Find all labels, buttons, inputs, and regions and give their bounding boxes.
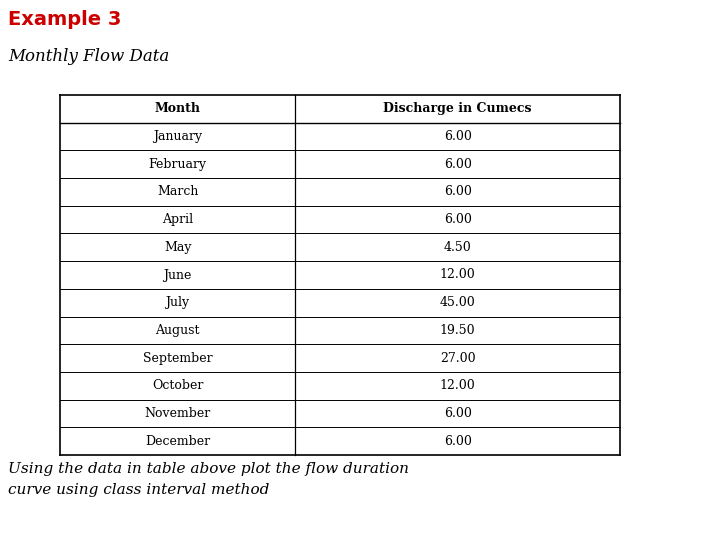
Text: December: December <box>145 435 210 448</box>
Text: 45.00: 45.00 <box>440 296 475 309</box>
Text: September: September <box>143 352 212 365</box>
Text: February: February <box>148 158 207 171</box>
Text: 27.00: 27.00 <box>440 352 475 365</box>
Text: April: April <box>162 213 193 226</box>
Text: 6.00: 6.00 <box>444 185 472 198</box>
Text: 6.00: 6.00 <box>444 213 472 226</box>
Text: 6.00: 6.00 <box>444 435 472 448</box>
Text: 6.00: 6.00 <box>444 130 472 143</box>
Text: March: March <box>157 185 198 198</box>
Text: Example 3: Example 3 <box>8 10 122 29</box>
Text: August: August <box>156 324 200 337</box>
Text: 19.50: 19.50 <box>440 324 475 337</box>
Text: 4.50: 4.50 <box>444 241 472 254</box>
Text: 12.00: 12.00 <box>440 379 475 392</box>
Text: November: November <box>145 407 211 420</box>
Text: Monthly Flow Data: Monthly Flow Data <box>8 48 169 65</box>
Text: June: June <box>163 268 192 281</box>
Text: July: July <box>166 296 189 309</box>
Text: 6.00: 6.00 <box>444 158 472 171</box>
Text: October: October <box>152 379 203 392</box>
Text: 12.00: 12.00 <box>440 268 475 281</box>
Text: Month: Month <box>155 103 201 116</box>
Text: 6.00: 6.00 <box>444 407 472 420</box>
Text: Using the data in table above plot the flow duration
curve using class interval : Using the data in table above plot the f… <box>8 462 409 497</box>
Text: Discharge in Cumecs: Discharge in Cumecs <box>383 103 532 116</box>
Text: May: May <box>164 241 192 254</box>
Text: January: January <box>153 130 202 143</box>
